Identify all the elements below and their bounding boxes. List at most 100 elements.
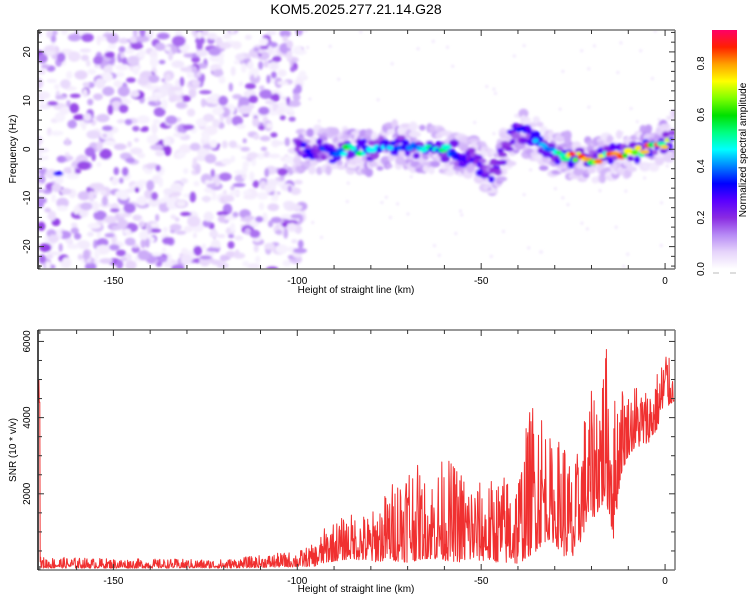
heatmap-cell xyxy=(77,161,91,170)
heatmap-cell xyxy=(317,119,321,123)
heatmap-cell xyxy=(38,196,47,205)
heatmap-cell xyxy=(162,236,174,245)
heatmap-cell xyxy=(170,182,183,194)
heatmap-cell xyxy=(188,87,197,99)
heatmap-cell xyxy=(236,123,246,129)
heatmap-cell xyxy=(155,164,161,172)
heatmap-cell xyxy=(572,157,579,163)
heatmap-cell xyxy=(118,177,124,184)
heatmap-cell xyxy=(228,234,235,239)
heatmap-cell xyxy=(256,152,265,160)
heatmap-cell xyxy=(136,115,150,124)
heatmap-cell xyxy=(258,202,265,211)
heatmap-cell xyxy=(38,174,46,185)
heatmap-cell xyxy=(259,135,271,142)
heatmap-cell xyxy=(587,67,591,71)
heatmap-cell xyxy=(325,165,332,176)
heatmap-cell xyxy=(168,95,177,103)
heatmap-cell xyxy=(156,32,170,40)
heatmap-cell xyxy=(285,219,299,225)
heatmap-cell xyxy=(271,89,281,96)
heatmap-cell xyxy=(234,235,244,241)
heatmap-cell xyxy=(59,106,70,115)
heatmap-cell xyxy=(189,191,197,203)
heatmap-cell xyxy=(225,115,233,125)
heatmap-cell xyxy=(390,62,394,66)
heatmap-cell xyxy=(65,137,70,146)
heatmap-cell xyxy=(563,130,572,140)
heatmap-cell xyxy=(376,98,380,102)
heatmap-cell xyxy=(227,241,235,249)
heatmap-cell xyxy=(364,128,374,137)
heatmap-cell xyxy=(591,176,600,184)
heatmap-cell xyxy=(174,217,180,222)
heatmap-cell xyxy=(568,151,576,157)
heatmap-cell xyxy=(639,49,643,53)
heatmap-cell xyxy=(55,95,68,100)
heatmap-cell xyxy=(284,156,294,164)
heatmap-cell xyxy=(126,77,136,83)
heatmap-cell xyxy=(290,66,296,73)
heatmap-cell xyxy=(311,220,315,224)
heatmap-cell xyxy=(125,157,136,164)
heatmap-cell xyxy=(345,199,349,203)
heatmap-cell xyxy=(396,202,400,206)
heatmap-cell xyxy=(264,100,275,105)
heatmap-cell xyxy=(124,237,136,246)
heatmap-cell xyxy=(293,247,307,254)
heatmap-cell xyxy=(270,216,282,224)
heatmap-cell xyxy=(108,244,120,251)
heatmap-cell xyxy=(670,149,675,154)
heatmap-cell xyxy=(70,227,79,234)
heatmap-cell xyxy=(60,187,72,195)
heatmap-cell xyxy=(218,56,225,67)
heatmap-cell xyxy=(275,106,285,115)
heatmap-cell xyxy=(169,223,182,231)
heatmap-cell xyxy=(282,35,289,43)
heatmap-cell xyxy=(70,166,76,176)
heatmap-cell xyxy=(117,85,130,97)
heatmap-cell xyxy=(210,239,221,251)
heatmap-cell xyxy=(223,195,235,202)
heatmap-cell xyxy=(109,208,120,213)
heatmap-cell xyxy=(221,140,228,149)
heatmap-cell xyxy=(286,50,293,61)
heatmap-cell xyxy=(141,126,149,132)
heatmap-cell xyxy=(66,100,71,108)
heatmap-cell xyxy=(166,198,179,210)
heatmap-cell xyxy=(139,230,149,240)
heatmap-cell xyxy=(176,200,187,207)
heatmap-cell xyxy=(84,262,97,269)
heatmap-cell xyxy=(243,194,257,200)
heatmap-cell xyxy=(246,152,259,159)
heatmap-cell xyxy=(155,213,160,222)
heatmap-cell xyxy=(269,102,274,113)
heatmap-cell xyxy=(277,69,287,77)
x-tick-label: -150 xyxy=(103,276,123,287)
heatmap-cell xyxy=(51,193,56,203)
heatmap-cell xyxy=(113,143,127,151)
heatmap-cell xyxy=(234,169,247,175)
heatmap-cell xyxy=(123,203,136,214)
heatmap-cell xyxy=(408,121,418,132)
heatmap-cell xyxy=(79,48,92,53)
heatmap-cell xyxy=(284,137,291,147)
heatmap-cell xyxy=(82,88,88,98)
heatmap-cell xyxy=(587,168,596,174)
heatmap-cell xyxy=(151,252,163,257)
heatmap-cell xyxy=(96,113,110,123)
heatmap-cell xyxy=(671,153,675,159)
heatmap-cell xyxy=(171,35,186,47)
heatmap-cell xyxy=(210,168,215,178)
heatmap-cell xyxy=(232,182,246,188)
heatmap-cell xyxy=(527,246,531,250)
heatmap-cell xyxy=(210,93,218,99)
heatmap-cell xyxy=(146,96,160,102)
heatmap-cell xyxy=(46,30,53,39)
heatmap-cell xyxy=(480,173,490,179)
heatmap-cell xyxy=(246,263,261,269)
heatmap-cell xyxy=(319,235,323,239)
heatmap-cell xyxy=(277,168,288,176)
heatmap-cell xyxy=(212,69,224,77)
